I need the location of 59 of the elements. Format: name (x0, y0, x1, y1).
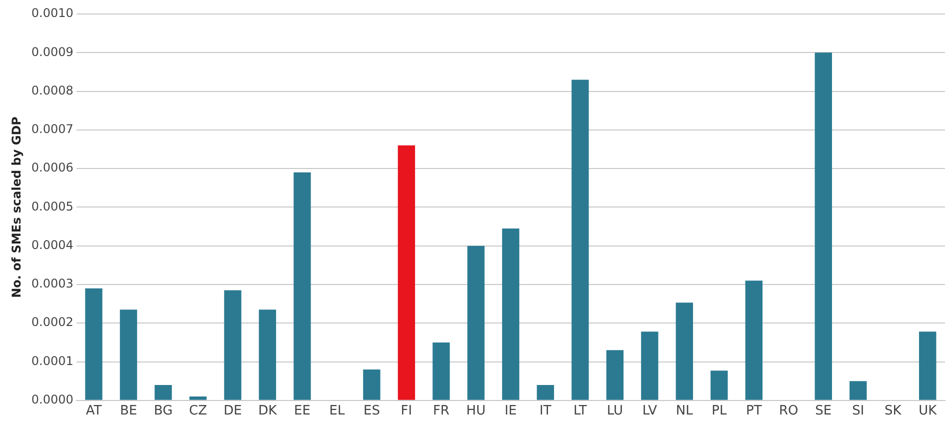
x-tick-label: HU (466, 404, 486, 419)
x-tick-label: SE (815, 404, 832, 419)
bar (502, 228, 520, 400)
y-axis-title: No. of SMEs scaled by GDP (9, 116, 24, 298)
x-tick-label: LU (606, 404, 623, 419)
bar (258, 310, 276, 400)
x-tick-label: EE (294, 404, 310, 419)
x-tick-label: PL (712, 404, 728, 419)
bar (676, 302, 694, 400)
y-tick-label: 0.0002 (31, 315, 74, 330)
y-tick-label: 0.0000 (31, 392, 74, 407)
bar (606, 350, 624, 400)
bar (814, 52, 832, 400)
x-tick-label: CZ (189, 404, 208, 419)
x-tick-label: DE (224, 404, 242, 419)
y-tick-label: 0.0003 (31, 276, 74, 291)
bar (536, 384, 554, 400)
bar (120, 310, 138, 400)
y-tick-label: 0.0005 (31, 199, 74, 214)
bar (85, 288, 102, 400)
y-tick-label: 0.0001 (31, 354, 74, 368)
bar (294, 172, 311, 400)
y-tick-label: 0.0008 (31, 83, 74, 98)
x-tick-label: FR (432, 404, 450, 419)
x-tick-label: NL (676, 404, 694, 419)
x-tick-label: PT (746, 404, 762, 419)
x-tick-label: DK (258, 404, 278, 419)
x-tick-label: BE (120, 404, 138, 419)
y-tick-label: 0.0010 (31, 6, 74, 20)
x-tick-label: RO (779, 404, 798, 419)
bar (641, 332, 658, 400)
x-tick-label: BG (154, 404, 173, 419)
bar (745, 280, 763, 400)
x-tick-label: SK (884, 404, 902, 419)
bar (850, 381, 867, 400)
x-tick-label: IT (540, 404, 552, 419)
x-tick-label: EL (329, 404, 346, 419)
y-tick-label: 0.0009 (31, 44, 74, 59)
x-tick-label: FI (400, 404, 412, 419)
y-tick-label: 0.0007 (31, 122, 74, 136)
x-tick-label: UK (918, 404, 938, 419)
bar (432, 342, 450, 400)
x-tick-label: ES (363, 404, 380, 419)
bar (154, 384, 172, 400)
y-tick-label: 0.0006 (31, 160, 74, 175)
x-tick-label: SI (852, 404, 864, 419)
bar (710, 370, 728, 400)
bar (189, 396, 207, 400)
bar (398, 145, 416, 400)
bar (363, 369, 380, 400)
x-tick-label: LV (642, 404, 658, 419)
x-tick-label: LT (573, 404, 587, 419)
bar (467, 246, 485, 400)
y-tick-label: 0.0004 (31, 238, 74, 252)
x-tick-label: AT (86, 404, 102, 419)
bar (224, 290, 242, 400)
x-tick-label: IE (504, 404, 517, 419)
bar (572, 80, 589, 400)
bar (919, 332, 936, 400)
